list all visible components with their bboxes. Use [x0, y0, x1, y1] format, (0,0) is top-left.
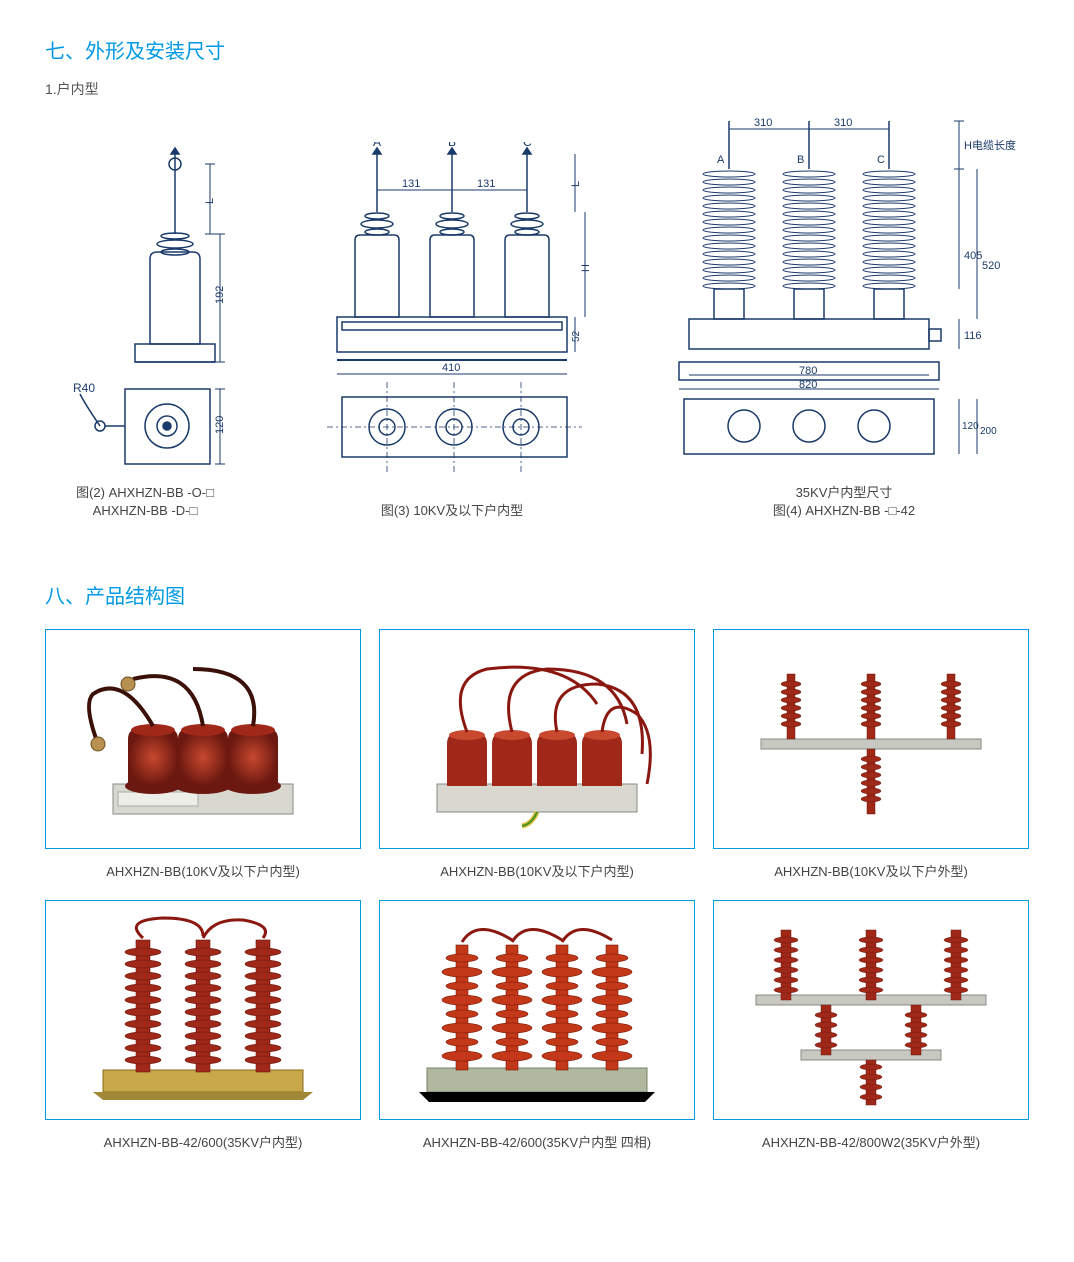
diagram1-caption: 图(2) AHXHZN-BB -O-□ AHXHZN-BB -D-□ [76, 484, 214, 520]
diagram1-svg: R40 L 192 120 [45, 144, 245, 474]
product-label-6: AHXHZN-BB-42/800W2(35KV户外型) [762, 1132, 980, 1151]
product-image-1 [45, 629, 361, 849]
svg-text:192: 192 [214, 286, 226, 304]
svg-text:200: 200 [980, 426, 997, 437]
diagram2-caption: 图(3) 10KV及以下户内型 [381, 502, 523, 520]
svg-text:131: 131 [402, 178, 420, 190]
diagram3-caption-l2: 图(4) AHXHZN-BB -□-42 [773, 503, 915, 518]
product-image-2 [379, 629, 695, 849]
section7-title: 七、外形及安装尺寸 [45, 35, 1029, 64]
svg-text:L: L [570, 181, 582, 187]
svg-text:H: H [580, 264, 592, 272]
svg-text:C: C [877, 154, 885, 166]
product-label-3: AHXHZN-BB(10KV及以下户外型) [774, 861, 968, 880]
diagram2-block: A B C 131 131 410 L H 52 图(3) 10KV及以下户内型 [297, 142, 607, 520]
product-label-2: AHXHZN-BB(10KV及以下户内型) [440, 861, 634, 880]
product-cell-4: AHXHZN-BB-42/600(35KV户内型) [45, 900, 361, 1151]
product-label-4: AHXHZN-BB-42/600(35KV户内型) [104, 1132, 303, 1151]
svg-text:116: 116 [964, 330, 982, 342]
diagram1-caption-l1: 图(2) AHXHZN-BB -O-□ [76, 485, 214, 500]
product-image-6 [713, 900, 1029, 1120]
diagram2-svg: A B C 131 131 410 L H 52 [297, 142, 607, 492]
product-image-4 [45, 900, 361, 1120]
svg-text:52: 52 [571, 331, 582, 343]
svg-text:L: L [204, 198, 216, 204]
product-cell-2: AHXHZN-BB(10KV及以下户内型) [379, 629, 695, 880]
svg-text:310: 310 [834, 117, 852, 129]
diagram3-svg: A B C 310 310 H电缆长度 405 520 116 780 820 … [659, 109, 1029, 474]
product-image-3 [713, 629, 1029, 849]
svg-text:410: 410 [442, 362, 460, 374]
product-cell-1: AHXHZN-BB(10KV及以下户内型) [45, 629, 361, 880]
diagram3-caption-l1: 35KV户内型尺寸 [796, 485, 893, 500]
dimensions-row: R40 L 192 120 图(2) AHXHZN-BB -O-□ AHXHZN… [45, 109, 1029, 520]
product-label-1: AHXHZN-BB(10KV及以下户内型) [106, 861, 300, 880]
svg-text:405: 405 [964, 250, 982, 262]
svg-text:120: 120 [962, 421, 979, 432]
product-cell-6: AHXHZN-BB-42/800W2(35KV户外型) [713, 900, 1029, 1151]
svg-text:C: C [523, 142, 532, 149]
product-cell-5: AHXHZN-BB-42/600(35KV户内型 四相) [379, 900, 695, 1151]
svg-text:780: 780 [799, 365, 817, 377]
product-cell-3: AHXHZN-BB(10KV及以下户外型) [713, 629, 1029, 880]
svg-text:820: 820 [799, 379, 817, 391]
diagram1-block: R40 L 192 120 图(2) AHXHZN-BB -O-□ AHXHZN… [45, 144, 245, 520]
svg-text:B: B [448, 142, 456, 149]
svg-text:131: 131 [477, 178, 495, 190]
svg-text:120: 120 [214, 416, 226, 434]
svg-text:A: A [373, 142, 381, 149]
product-label-5: AHXHZN-BB-42/600(35KV户内型 四相) [423, 1132, 651, 1151]
products-grid: AHXHZN-BB(10KV及以下户内型) [45, 629, 1029, 1151]
diagram1-caption-l2: AHXHZN-BB -D-□ [93, 503, 198, 518]
diagram3-block: A B C 310 310 H电缆长度 405 520 116 780 820 … [659, 109, 1029, 520]
svg-text:310: 310 [754, 117, 772, 129]
section7-subtitle: 1.户内型 [45, 79, 1029, 99]
svg-text:A: A [717, 154, 725, 166]
product-image-5 [379, 900, 695, 1120]
svg-text:R40: R40 [73, 381, 95, 395]
diagram3-caption: 35KV户内型尺寸 图(4) AHXHZN-BB -□-42 [773, 484, 915, 520]
section8-title: 八、产品结构图 [45, 580, 1029, 609]
svg-text:520: 520 [982, 260, 1000, 272]
svg-text:B: B [797, 154, 804, 166]
svg-text:H电缆长度: H电缆长度 [964, 138, 1016, 152]
